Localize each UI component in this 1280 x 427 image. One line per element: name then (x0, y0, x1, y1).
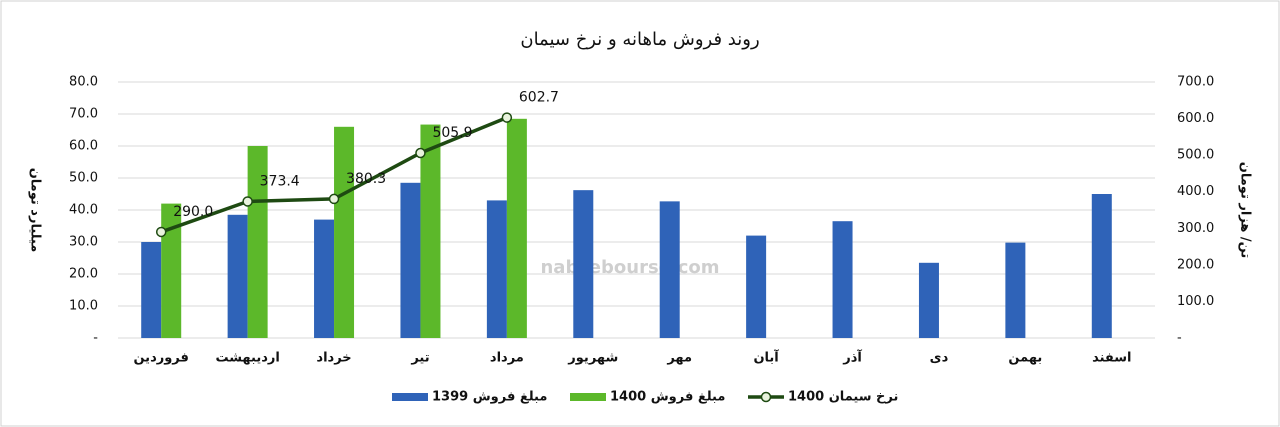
data-label: 602.7 (519, 90, 559, 106)
chart-title: روند فروش ماهانه و نرخ سیمان (520, 29, 759, 50)
y-tick-label: 60.0 (69, 139, 98, 154)
bar (746, 235, 767, 338)
data-label: 505.9 (432, 125, 472, 141)
x-tick-label: آبان (753, 349, 779, 366)
y2-tick-label: 400.0 (1177, 184, 1214, 199)
x-tick-label: اردیبهشت (215, 351, 279, 366)
data-label: 373.4 (260, 173, 300, 189)
x-tick-label: فروردین (133, 351, 188, 366)
x-tick-label: اسفند (1092, 351, 1131, 366)
bar (161, 203, 182, 338)
legend-swatch (392, 393, 428, 401)
y2-tick-label: 200.0 (1177, 257, 1214, 272)
y2-tick-label: 100.0 (1177, 294, 1214, 309)
y-tick-label: 10.0 (69, 299, 98, 314)
y-tick-label: 40.0 (69, 203, 98, 218)
line-marker (328, 193, 340, 205)
y2-tick-label: 300.0 (1177, 221, 1214, 236)
bar (1091, 194, 1112, 338)
bar (247, 146, 268, 338)
watermark: nabzebourse.com (540, 257, 719, 278)
line-marker (155, 226, 167, 238)
data-label: 290.0 (173, 204, 213, 220)
bar (227, 214, 248, 338)
y-tick-label: 30.0 (69, 235, 98, 250)
bar (420, 124, 441, 338)
x-tick-label: بهمن (1008, 351, 1042, 366)
line-marker (501, 112, 513, 123)
bar (918, 262, 939, 338)
y-tick-label: - (93, 331, 98, 346)
bar (659, 201, 680, 338)
y2-tick-label: 500.0 (1177, 148, 1214, 163)
y-tick-label: 50.0 (69, 171, 98, 186)
bar (832, 221, 853, 338)
x-tick-label: شهریور (567, 351, 618, 366)
bar (400, 182, 421, 338)
y-tick-label: 20.0 (69, 267, 98, 282)
x-tick-label: خرداد (316, 351, 351, 366)
x-tick-label: دی (930, 351, 949, 366)
bar (334, 126, 355, 338)
y-tick-label: 80.0 (69, 75, 98, 90)
bar (314, 219, 335, 338)
bar (506, 118, 527, 338)
bar (486, 200, 507, 338)
bar (1005, 242, 1026, 338)
legend-label: مبلغ فروش 1399 (432, 390, 547, 405)
legend-swatch (760, 391, 772, 403)
legend-swatch (570, 393, 606, 401)
data-label: 380.3 (346, 171, 386, 187)
line-marker (415, 147, 426, 159)
y-axis-title: میلیارد تومان (28, 168, 43, 253)
legend-label: نرخ سیمان 1400 (788, 390, 898, 405)
x-tick-label: آذر (842, 349, 862, 366)
x-tick-label: تیر (410, 351, 429, 366)
line-marker (242, 196, 253, 207)
x-tick-label: مهر (666, 351, 692, 366)
x-tick-label: مرداد (490, 351, 524, 366)
bar (573, 190, 594, 338)
y2-tick-label: 600.0 (1177, 111, 1214, 126)
y-tick-label: 70.0 (69, 107, 98, 122)
y2-tick-label: 700.0 (1177, 75, 1214, 90)
legend-label: مبلغ فروش 1400 (610, 390, 725, 405)
y2-tick-label: - (1177, 331, 1182, 346)
bar (141, 242, 162, 338)
y2-axis-title: تن/ هزار تومان (1238, 162, 1253, 258)
